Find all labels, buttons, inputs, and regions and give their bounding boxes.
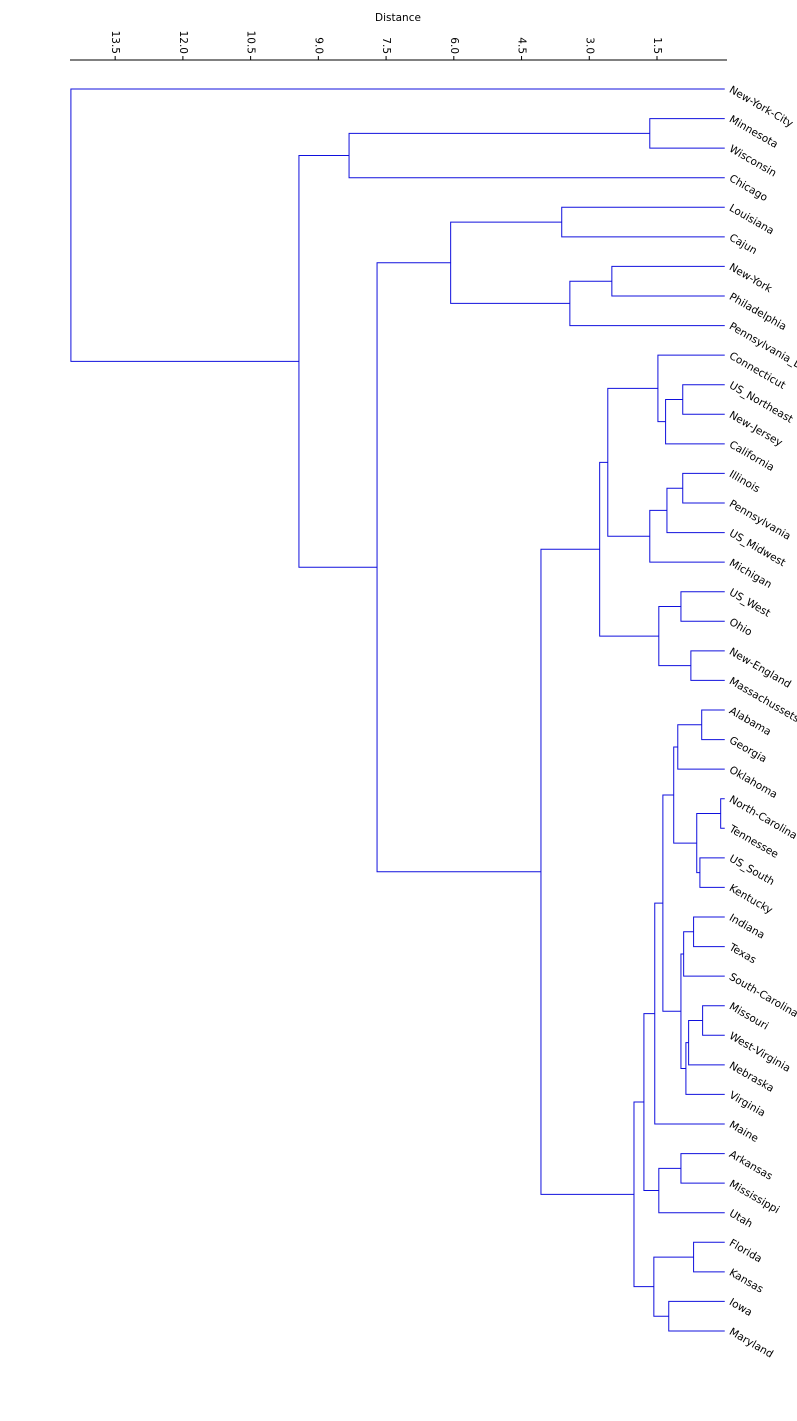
link bbox=[607, 387, 658, 537]
link bbox=[680, 1153, 725, 1184]
link bbox=[673, 746, 697, 844]
link bbox=[298, 155, 378, 568]
x-tick-label: 1.5 bbox=[651, 37, 663, 54]
leaf-label: Maryland bbox=[727, 1326, 775, 1361]
leaf-label: Iowa bbox=[727, 1296, 754, 1319]
link bbox=[699, 857, 725, 888]
link bbox=[683, 931, 725, 977]
leaf-label: Georgia bbox=[727, 734, 769, 765]
leaf-label: Alabama bbox=[727, 705, 773, 739]
link bbox=[693, 916, 725, 948]
x-tick-label: 10.5 bbox=[245, 31, 257, 54]
link bbox=[649, 118, 725, 149]
link bbox=[649, 509, 725, 563]
leaf-label: Chicago bbox=[727, 173, 770, 204]
link bbox=[376, 262, 541, 873]
leaf-label: US_West bbox=[727, 587, 772, 620]
link bbox=[561, 206, 725, 238]
x-tick-label: 12.0 bbox=[177, 31, 189, 54]
leaf-label: Maine bbox=[727, 1119, 760, 1145]
link bbox=[693, 1241, 725, 1273]
link bbox=[657, 354, 725, 423]
link bbox=[658, 1167, 725, 1214]
link bbox=[450, 221, 570, 304]
x-tick-label: 7.5 bbox=[380, 37, 392, 54]
link bbox=[540, 548, 634, 1195]
leaf-label: Florida bbox=[727, 1237, 764, 1265]
x-tick-label: 9.0 bbox=[312, 37, 324, 54]
link bbox=[653, 1256, 694, 1317]
link bbox=[682, 472, 725, 504]
link bbox=[666, 487, 725, 534]
link bbox=[599, 461, 659, 637]
link bbox=[654, 902, 725, 1125]
link bbox=[658, 606, 691, 667]
link bbox=[665, 399, 725, 445]
leaf-label: Ohio bbox=[727, 616, 754, 639]
leaf-label: Cajun bbox=[727, 232, 759, 257]
axis-title: Distance bbox=[375, 12, 421, 24]
link bbox=[643, 1013, 659, 1192]
link bbox=[680, 591, 725, 622]
leaf-label: Texas bbox=[726, 941, 758, 966]
leaf-label: Virginia bbox=[727, 1089, 767, 1119]
link bbox=[690, 650, 725, 681]
link bbox=[701, 709, 725, 741]
x-tick-label: 4.5 bbox=[516, 37, 528, 54]
link bbox=[702, 1005, 725, 1036]
x-tick-label: 3.0 bbox=[583, 37, 595, 54]
link bbox=[662, 794, 681, 1012]
x-tick-label: 6.0 bbox=[448, 37, 460, 54]
link bbox=[682, 384, 725, 415]
leaf-label: Illinois bbox=[727, 468, 762, 495]
leaf-label: Kansas bbox=[727, 1267, 765, 1296]
link bbox=[70, 88, 725, 362]
leaf-label: Indiana bbox=[727, 912, 767, 942]
link bbox=[720, 798, 725, 829]
x-tick-label: 13.5 bbox=[109, 31, 121, 54]
link bbox=[685, 1042, 725, 1095]
link bbox=[688, 1020, 725, 1066]
link bbox=[611, 265, 725, 297]
link bbox=[569, 280, 725, 327]
link bbox=[668, 1300, 725, 1332]
leaf-label: Missouri bbox=[727, 1001, 770, 1033]
leaf-label: Utah bbox=[727, 1208, 755, 1231]
leaf-label: Michigan bbox=[727, 557, 774, 591]
link bbox=[348, 132, 725, 179]
